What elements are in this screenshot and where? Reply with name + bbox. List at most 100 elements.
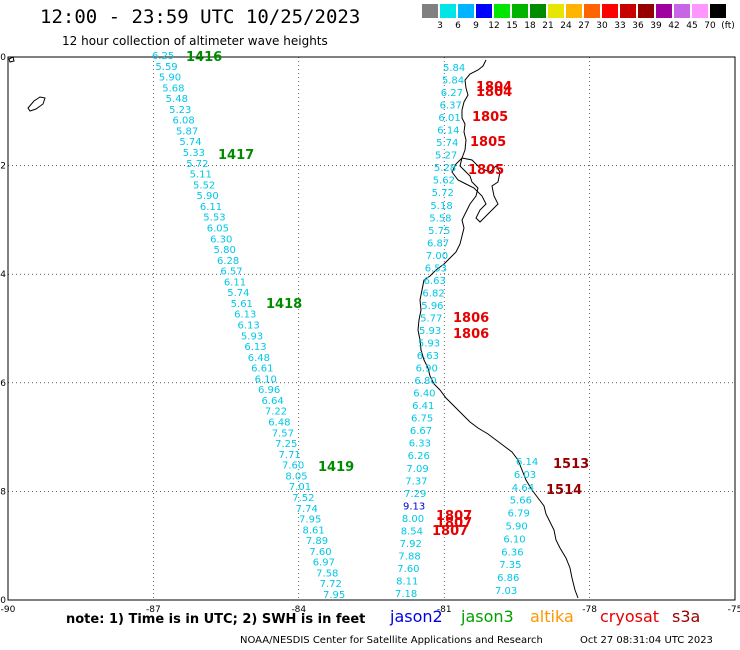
pass-number-label: 1805: [470, 135, 506, 150]
latitude-label: -2: [0, 162, 6, 172]
pass-number-label: 1807: [432, 524, 468, 539]
legend-tick-label: 12: [488, 21, 500, 31]
map-grid: -90 -87 -84 -81 -78 -75 0 -2 -4 -6 -8 -10: [0, 53, 740, 615]
legend-tick-label: 42: [668, 21, 680, 31]
wave-height-value: 7.09: [406, 464, 428, 475]
wave-height-value: 6.75: [411, 414, 433, 425]
generation-timestamp: Oct 27 08:31:04 UTC 2023: [580, 635, 713, 646]
wave-height-value: 6.48: [248, 353, 270, 364]
legend-tick-label: 24: [560, 21, 572, 31]
legend-swatch: [476, 4, 492, 18]
wave-height-value: 6.03: [514, 470, 536, 481]
wave-height-value: 6.10: [255, 374, 277, 385]
wave-height-value: 6.97: [313, 558, 335, 569]
longitude-label: -75: [728, 605, 740, 615]
wave-height-value: 6.87: [427, 238, 449, 249]
wave-height-value: 6.13: [234, 310, 256, 321]
wave-height-value: 6.30: [210, 234, 232, 245]
wave-height-value: 5.80: [214, 245, 236, 256]
wave-height-value: 6.11: [200, 202, 222, 213]
color-legend: 3 6 9 12 15 18 21 24 27 30 33 36 39 42 45 70 (ft): [422, 4, 735, 34]
legend-swatch: [458, 4, 474, 18]
pass-number-label: 1513: [553, 457, 589, 472]
wave-height-value: 5.96: [421, 301, 443, 312]
wave-height-value: 5.27: [435, 151, 457, 162]
wave-height-value: 5.84: [443, 63, 465, 74]
legend-swatch: [566, 4, 582, 18]
pass-number-label: 1806: [453, 311, 489, 326]
wave-height-value: 7.03: [495, 586, 517, 597]
legend-altika: altika: [530, 607, 574, 626]
longitude-label: -90: [1, 605, 16, 615]
wave-height-value: 5.72: [432, 188, 454, 199]
wave-height-value: 7.95: [299, 515, 321, 526]
map-frame: [7, 56, 736, 601]
legend-jason2: jason2: [390, 607, 443, 626]
wave-height-value: 7.01: [289, 482, 311, 493]
wave-height-value: 6.27: [441, 88, 463, 99]
wave-height-value: 7.58: [316, 568, 338, 579]
wave-height-value: 5.58: [429, 213, 451, 224]
wave-height-value: 5.11: [190, 170, 212, 181]
wave-height-value: 6.61: [251, 364, 273, 375]
wave-height-value: 5.90: [159, 73, 181, 84]
legend-swatch: [494, 4, 510, 18]
wave-height-value: 7.22: [265, 407, 287, 418]
legend-swatch: [512, 4, 528, 18]
wave-height-value: 7.57: [272, 428, 294, 439]
legend-swatch: [440, 4, 456, 18]
legend-swatch: [584, 4, 600, 18]
legend-swatch: [422, 4, 438, 18]
longitude-label: -84: [291, 605, 306, 615]
wave-height-value: 6.14: [437, 126, 459, 137]
legend-swatch: [602, 4, 618, 18]
wave-height-value: 6.57: [220, 267, 242, 278]
legend-tick-label: 3: [437, 21, 443, 31]
wave-height-value: 7.25: [275, 439, 297, 450]
wave-height-value: 6.08: [173, 116, 195, 127]
wave-height-value: 7.92: [400, 539, 422, 550]
legend-swatch: [620, 4, 636, 18]
pass-number-label: 1416: [186, 50, 222, 65]
wave-height-value: 6.63: [417, 351, 439, 362]
legend-tick-label: 70: [704, 21, 716, 31]
latitude-label: -4: [0, 270, 6, 280]
legend-tick-label: 27: [578, 21, 590, 31]
legend-s3a: s3a: [672, 607, 701, 626]
legend-swatch: [656, 4, 672, 18]
wave-height-value: 5.74: [436, 138, 458, 149]
pass-number-label: 1805: [468, 163, 504, 178]
wave-height-value: 5.62: [433, 176, 455, 187]
wave-height-value: 6.28: [217, 256, 239, 267]
wave-height-value: 6.63: [424, 276, 446, 287]
legend-swatch: [710, 4, 726, 18]
legend-tick-label: 21: [542, 21, 554, 31]
pass-number-label: 1807: [436, 509, 472, 524]
wave-height-value: 6.90: [416, 364, 438, 375]
pass-number-label: 1418: [266, 297, 302, 312]
legend-swatch: [548, 4, 564, 18]
coastline: [8, 56, 579, 599]
pass-number-label: 1804: [476, 80, 512, 95]
wave-height-value: 7.95: [323, 590, 345, 601]
wave-height-value: 6.82: [422, 288, 444, 299]
wave-height-value: 7.37: [405, 476, 427, 487]
pass-number-label: 1804: [476, 85, 512, 100]
wave-height-value: 6.48: [268, 418, 290, 429]
pass-number-label: 1514: [546, 483, 582, 498]
wave-height-value: 5.18: [430, 201, 452, 212]
latitude-label: -6: [0, 379, 6, 389]
wave-height-value: 8.54: [401, 526, 423, 537]
latitude-label: -10: [0, 596, 6, 606]
chart-title: 12:00 - 23:59 UTC 10/25/2023: [40, 6, 361, 28]
legend-jason3: jason3: [461, 607, 514, 626]
pass-number-label: 1419: [318, 460, 354, 475]
longitude-label: -87: [146, 605, 161, 615]
credit-line: NOAA/NESDIS Center for Satellite Applica…: [240, 635, 543, 646]
pass-number-label: 1417: [218, 148, 254, 163]
wave-height-value: 5.61: [231, 299, 253, 310]
wave-height-value: 5.93: [418, 339, 440, 350]
latitude-label: -8: [0, 487, 6, 497]
wave-height-value: 4.64: [512, 483, 534, 494]
